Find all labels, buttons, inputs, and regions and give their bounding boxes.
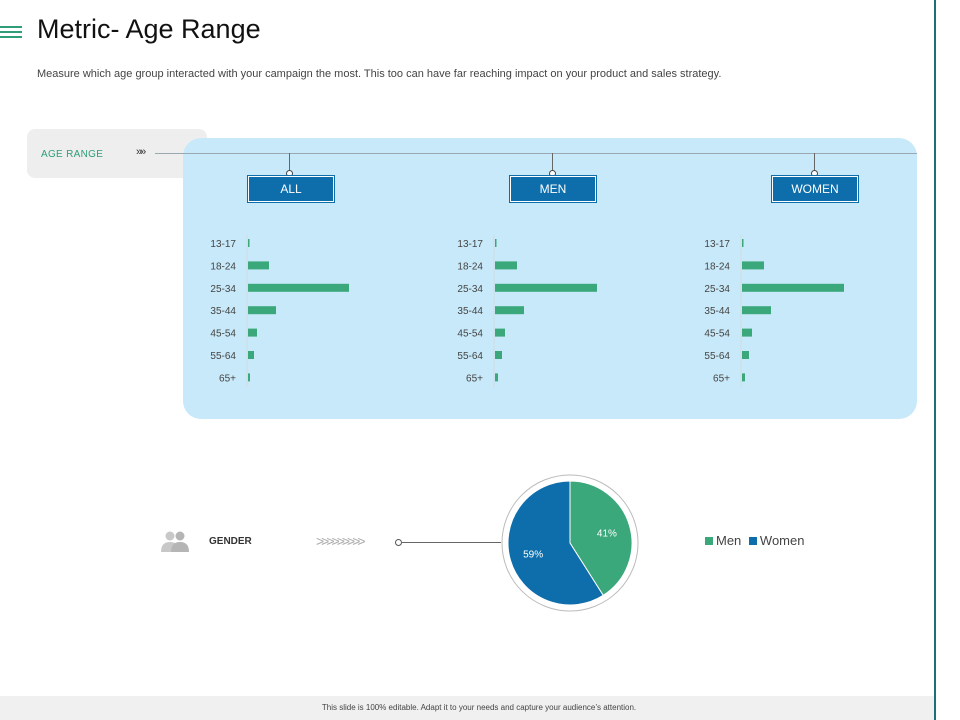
bar-tick-label: 18-24 bbox=[704, 261, 730, 272]
gender-chevrons: >>>>>>>>> bbox=[316, 533, 366, 549]
page-title: Metric- Age Range bbox=[37, 14, 261, 44]
pie-legend: Men Women bbox=[705, 533, 808, 548]
bar-tick-label: 45-54 bbox=[457, 329, 483, 340]
legend-swatch bbox=[705, 537, 713, 545]
bar-tick-label: 35-44 bbox=[704, 306, 730, 317]
header-connector bbox=[814, 153, 815, 173]
footer-text: This slide is 100% editable. Adapt it to… bbox=[321, 703, 637, 712]
bar bbox=[742, 261, 764, 270]
bar-tick-label: 55-64 bbox=[457, 351, 483, 362]
bar-tick-label: 25-34 bbox=[457, 284, 483, 295]
bar-tick-label: 18-24 bbox=[457, 261, 483, 272]
bar bbox=[248, 373, 250, 382]
header-connector bbox=[552, 153, 553, 173]
bar-tick-label: 65+ bbox=[219, 373, 236, 384]
pie-slice-women bbox=[507, 480, 604, 606]
bar-tick-label: 13-17 bbox=[704, 239, 730, 250]
bar bbox=[248, 283, 349, 292]
age-range-label: AGE RANGE bbox=[41, 149, 104, 160]
bar-tick-label: 65+ bbox=[466, 373, 483, 384]
bar-chart-svg: 13-17 18-24 25-34 35-44 45-54 55-64 65+ bbox=[210, 235, 349, 387]
header-all: ALL bbox=[248, 176, 334, 202]
bar-tick-label: 55-64 bbox=[704, 351, 730, 362]
legend-label-women: Women bbox=[759, 533, 805, 548]
page-subtitle: Measure which age group interacted with … bbox=[37, 68, 722, 80]
bar bbox=[248, 306, 276, 315]
header-women: WOMEN bbox=[772, 176, 858, 202]
bar bbox=[495, 328, 505, 337]
bar-chart-women: 13-17 18-24 25-34 35-44 45-54 55-64 65+ bbox=[684, 231, 914, 391]
bar-tick-label: 18-24 bbox=[210, 261, 236, 272]
bar-tick-label: 25-34 bbox=[704, 284, 730, 295]
bar-tick-label: 13-17 bbox=[457, 239, 483, 250]
bar-tick-label: 45-54 bbox=[704, 329, 730, 340]
bar bbox=[742, 283, 844, 292]
legend-item-men: Men bbox=[705, 533, 741, 548]
bar-tick-label: 35-44 bbox=[457, 306, 483, 317]
bar bbox=[495, 373, 498, 382]
bar-tick-label: 55-64 bbox=[210, 351, 236, 362]
pie-data-label: 59% bbox=[523, 550, 543, 561]
menu-icon[interactable] bbox=[0, 26, 22, 40]
connector-line bbox=[155, 153, 917, 154]
people-icon bbox=[161, 531, 189, 552]
bar-chart-svg: 13-17 18-24 25-34 35-44 45-54 55-64 65+ bbox=[457, 235, 597, 387]
bar bbox=[742, 373, 745, 382]
footer-bar bbox=[0, 696, 934, 720]
bar-tick-label: 45-54 bbox=[210, 329, 236, 340]
right-border-rule bbox=[934, 0, 936, 720]
gender-connector-line bbox=[401, 542, 501, 543]
bar-chart-men: 13-17 18-24 25-34 35-44 45-54 55-64 65+ bbox=[437, 231, 667, 391]
bar bbox=[495, 239, 497, 247]
bar bbox=[248, 261, 269, 270]
legend-label-men: Men bbox=[716, 533, 742, 548]
bar bbox=[742, 351, 749, 359]
bar bbox=[742, 239, 744, 247]
header-connector bbox=[289, 153, 290, 173]
bar bbox=[495, 261, 517, 270]
legend-item-women: Women bbox=[748, 533, 805, 548]
bar-tick-label: 35-44 bbox=[210, 306, 236, 317]
chevrons-icon: »» bbox=[136, 146, 146, 158]
bar bbox=[248, 239, 250, 247]
bar bbox=[742, 306, 771, 315]
bar bbox=[495, 306, 524, 315]
gender-pie-chart: 41% 59% bbox=[501, 474, 639, 612]
legend-swatch bbox=[748, 537, 757, 545]
bar bbox=[495, 283, 597, 292]
bar bbox=[495, 351, 502, 359]
bar bbox=[742, 328, 752, 337]
bar-tick-label: 13-17 bbox=[210, 239, 236, 250]
gender-label: GENDER bbox=[209, 536, 252, 547]
bar-tick-label: 25-34 bbox=[210, 284, 236, 295]
bar bbox=[248, 351, 254, 359]
bar-chart-svg: 13-17 18-24 25-34 35-44 45-54 55-64 65+ bbox=[704, 235, 844, 387]
bar-tick-label: 65+ bbox=[713, 373, 730, 384]
bar-chart-all: 13-17 18-24 25-34 35-44 45-54 55-64 65+ bbox=[190, 231, 420, 391]
pie-data-label: 41% bbox=[597, 528, 617, 539]
bar bbox=[248, 328, 257, 337]
header-men: MEN bbox=[510, 176, 596, 202]
